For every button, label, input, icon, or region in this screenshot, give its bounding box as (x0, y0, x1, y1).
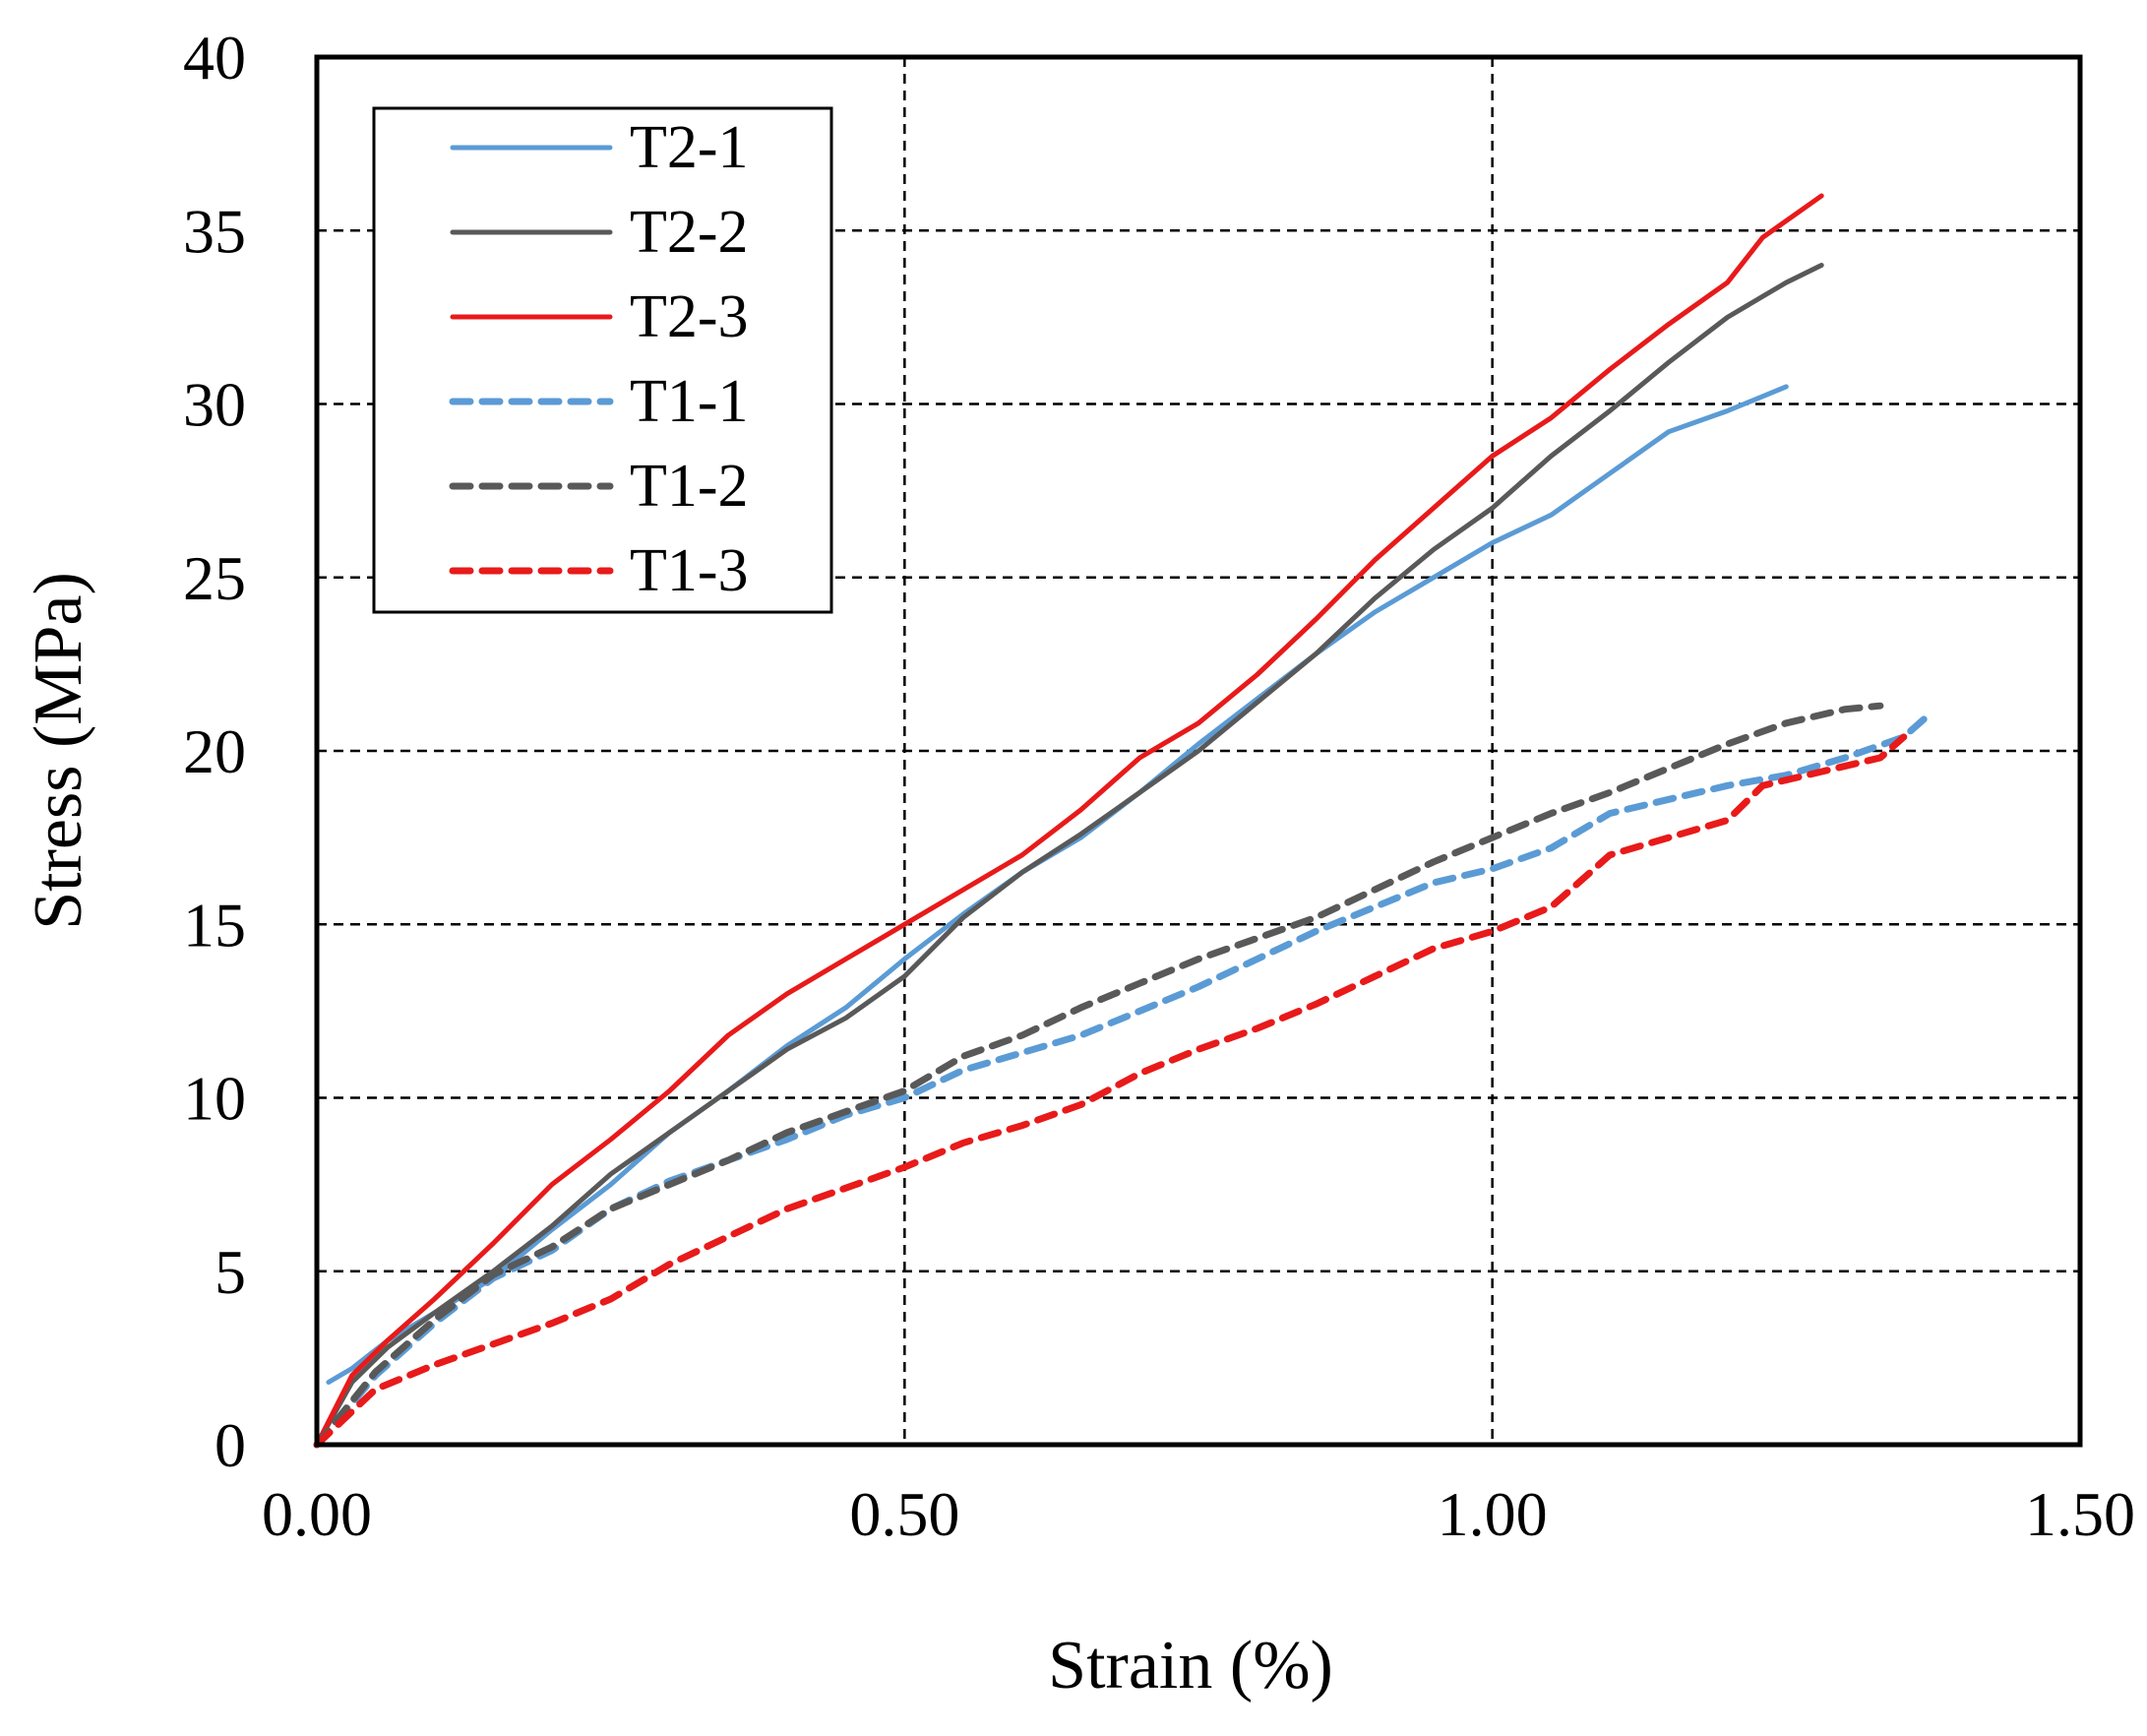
legend-label-t2-1: T2-1 (630, 114, 749, 181)
y-tick-label: 40 (183, 23, 246, 93)
legend-label-t2-3: T2-3 (630, 283, 749, 350)
plot-area-frame (314, 54, 2083, 1448)
legend-label-t2-2: T2-2 (630, 199, 749, 266)
legend-label-t1-2: T1-2 (630, 453, 749, 520)
y-tick-label: 25 (183, 543, 246, 613)
legend-box (372, 106, 833, 614)
legend: T2-1 T2-2 T2-3 T1-1 T1-2 T1-3 (372, 106, 833, 614)
series-line-t1-2 (313, 702, 1884, 1449)
x-tick-label: 1.50 (2025, 1479, 2135, 1549)
series-line-t1-3 (313, 733, 1908, 1449)
x-tick-label: 1.00 (1438, 1479, 1548, 1549)
series-group (313, 193, 1932, 1449)
y-tick-label: 5 (215, 1237, 246, 1307)
y-tick-label: 0 (215, 1410, 246, 1480)
y-axis-title: Stress (MPa) (21, 572, 96, 930)
y-tick-label: 10 (183, 1064, 246, 1134)
legend-label-t1-1: T1-1 (630, 368, 749, 435)
y-tick-label: 20 (183, 716, 246, 786)
y-tick-label: 15 (183, 890, 246, 960)
series-line-t2-2 (314, 263, 1824, 1448)
x-axis-ticks: 0.00 0.50 1.00 1.50 (262, 1479, 2135, 1549)
series-line-t2-3 (314, 193, 1824, 1448)
x-axis-title: Strain (%) (1048, 1628, 1333, 1704)
x-tick-label: 0.00 (262, 1479, 372, 1549)
legend-label-t1-3: T1-3 (630, 537, 749, 604)
y-axis-ticks: 0 5 10 15 20 25 30 35 40 (183, 23, 246, 1480)
x-tick-label: 0.50 (849, 1479, 959, 1549)
y-tick-label: 30 (183, 370, 246, 440)
y-tick-label: 35 (183, 196, 246, 266)
